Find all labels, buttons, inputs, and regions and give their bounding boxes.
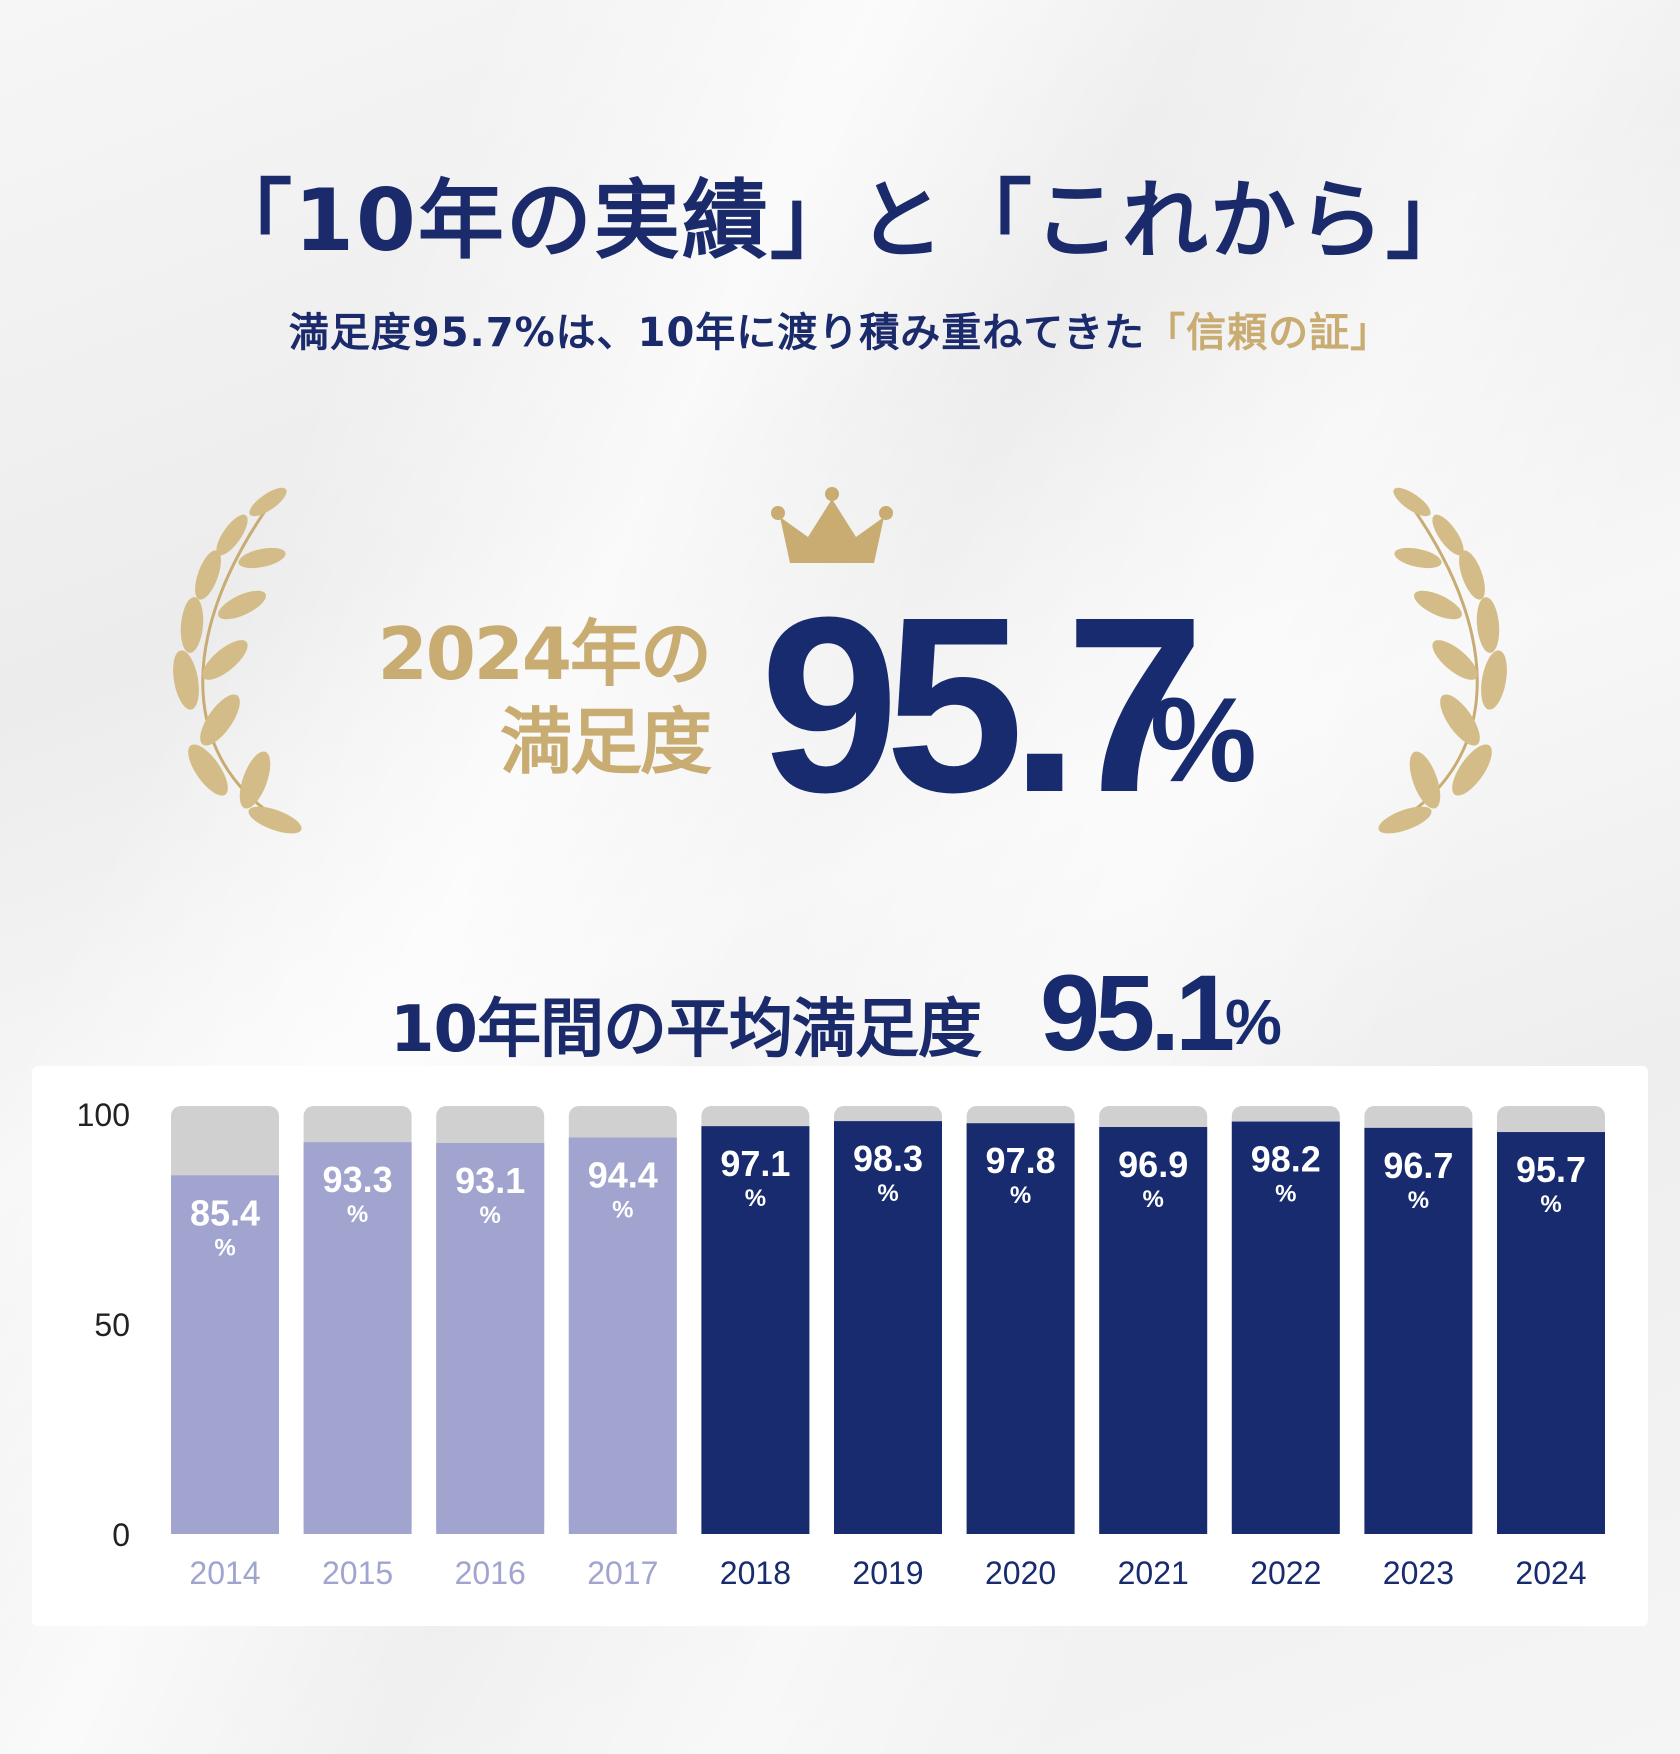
x-tick-label: 2016 xyxy=(455,1555,526,1591)
bar-unit-label: % xyxy=(877,1180,898,1207)
bar xyxy=(568,1137,677,1534)
x-tick-label: 2024 xyxy=(1515,1555,1586,1591)
award-label-line1: 2024年の xyxy=(377,612,712,696)
x-tick-label: 2023 xyxy=(1383,1555,1454,1591)
bar-value-label: 96.7 xyxy=(1383,1145,1453,1186)
bar-value-label: 97.1 xyxy=(720,1143,790,1184)
bar xyxy=(171,1175,279,1534)
bar xyxy=(966,1123,1075,1534)
x-tick-label: 2020 xyxy=(985,1555,1056,1591)
bar xyxy=(1364,1127,1473,1534)
bar-unit-label: % xyxy=(1275,1181,1296,1208)
bar xyxy=(1099,1127,1208,1534)
bar xyxy=(303,1142,412,1534)
subtitle-highlight: 「信頼の証」 xyxy=(1145,310,1392,356)
bar-unit-label: % xyxy=(480,1202,501,1229)
bar-value-label: 93.3 xyxy=(323,1159,393,1200)
bar-value-label: 95.7 xyxy=(1516,1149,1586,1190)
bar-value-label: 96.9 xyxy=(1118,1144,1188,1185)
crown-icon xyxy=(771,487,893,563)
average-label: 10年間の平均満足度 xyxy=(390,993,982,1067)
bar-unit-label: % xyxy=(1408,1187,1429,1214)
average-value: 95.1 xyxy=(1040,952,1235,1073)
bar xyxy=(701,1126,810,1534)
bar-value-label: 85.4 xyxy=(190,1192,260,1233)
bar-value-label: 98.2 xyxy=(1251,1139,1321,1180)
bar xyxy=(834,1121,942,1534)
award-unit: % xyxy=(1150,673,1257,807)
y-tick-label: 50 xyxy=(94,1307,130,1343)
y-tick-label: 0 xyxy=(112,1517,130,1553)
subtitle-main: 満足度95.7%は、10年に渡り積み重ねてきた xyxy=(288,310,1146,356)
bar-value-label: 97.8 xyxy=(986,1140,1056,1181)
average-unit: % xyxy=(1225,986,1282,1058)
laurel-left-icon xyxy=(173,487,302,834)
bar-unit-label: % xyxy=(214,1234,235,1261)
bar-unit-label: % xyxy=(612,1197,633,1224)
bar-chart: 100 50 0 85.4% 2014 93.3% 2015 93.1% 2016 94.4% 20… xyxy=(77,1097,1605,1591)
bar-unit-label: % xyxy=(745,1185,766,1212)
x-tick-label: 2018 xyxy=(720,1555,791,1591)
bar-unit-label: % xyxy=(1010,1182,1031,1209)
award-label: 2024年の 満足度 xyxy=(360,610,712,786)
y-tick-label: 100 xyxy=(77,1097,130,1133)
x-tick-label: 2014 xyxy=(189,1555,260,1591)
x-tick-label: 2017 xyxy=(587,1555,658,1591)
bar-value-label: 94.4 xyxy=(588,1155,658,1196)
bar xyxy=(436,1142,545,1534)
x-tick-label: 2015 xyxy=(322,1555,393,1591)
bar-unit-label: % xyxy=(347,1201,368,1228)
bar-value-label: 98.3 xyxy=(853,1138,923,1179)
x-tick-label: 2021 xyxy=(1118,1555,1189,1591)
bar xyxy=(1231,1121,1340,1534)
x-tick-label: 2022 xyxy=(1250,1555,1321,1591)
bar-unit-label: % xyxy=(1540,1191,1561,1218)
page-subtitle: 満足度95.7%は、10年に渡り積み重ねてきた「信頼の証」 xyxy=(0,300,1680,358)
bar-value-label: 93.1 xyxy=(455,1160,525,1201)
award-label-line2: 満足度 xyxy=(499,700,712,784)
award-value: 95.7 xyxy=(760,565,1205,844)
bar xyxy=(1497,1132,1605,1534)
laurel-right-icon xyxy=(1378,487,1507,834)
x-tick-label: 2019 xyxy=(852,1555,923,1591)
bar-unit-label: % xyxy=(1143,1186,1164,1213)
page-title: 「10年の実績」と「これから」 xyxy=(206,171,1474,271)
bar-chart-card: 100 50 0 85.4% 2014 93.3% 2015 93.1% 2016 94.4% 20… xyxy=(32,1066,1648,1626)
